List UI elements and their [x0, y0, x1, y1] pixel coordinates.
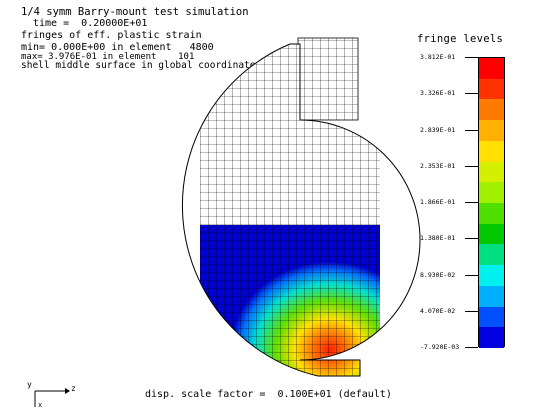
fringe-level-label: 2.353E-01	[420, 161, 456, 170]
time-label: time = 0.20000E+01	[33, 18, 148, 29]
fringe-level-tick	[465, 165, 478, 167]
fringe-level-tick	[465, 238, 478, 240]
colorbar-band	[479, 99, 504, 121]
colorbar-band	[479, 161, 504, 183]
disp-scale-factor-label: disp. scale factor = 0.100E+01 (default)	[145, 389, 392, 400]
colorbar-band	[479, 327, 504, 349]
max-value-line: max= 3.976E-01 in element 101	[21, 52, 195, 62]
surface-description: shell middle surface in global coordinat…	[21, 60, 262, 71]
fringe-description: fringes of eff. plastic strain	[21, 30, 202, 41]
fringe-level-label: -7.920E-03	[420, 343, 460, 351]
colorbar-band	[479, 182, 504, 204]
colorbar-band	[479, 306, 504, 328]
mesh-outline	[181, 43, 421, 377]
axis-z-label: z	[71, 384, 75, 393]
axis-triad-icon: y z x	[27, 380, 75, 409]
colorbar-band	[479, 120, 504, 142]
fringe-level-tick	[465, 347, 478, 348]
colorbar-band	[479, 140, 504, 163]
colorbar-band	[479, 285, 504, 308]
axis-y-label: y	[27, 380, 32, 389]
min-value-line: min= 0.000E+00 in element 4800	[21, 42, 214, 53]
colorbar-band	[479, 244, 504, 266]
fringe-level-tick	[465, 202, 478, 203]
fringe-colorbar	[478, 57, 505, 349]
axis-x-label: x	[38, 401, 42, 409]
fringe-level-tick	[465, 57, 478, 58]
fringe-level-label: 3.326E-01	[420, 89, 456, 98]
fringe-level-label: 4.070E-02	[420, 306, 456, 315]
fringe-level-tick	[465, 129, 478, 131]
fringe-level-label: 3.812E-01	[420, 53, 456, 61]
fringe-level-tick	[465, 274, 478, 276]
fringe-level-label: 2.839E-01	[420, 125, 456, 134]
fringe-level-label: 8.930E-02	[420, 270, 456, 279]
colorbar-band	[479, 203, 504, 225]
fringe-level-label: 1.866E-01	[420, 198, 456, 206]
upper-block-grid	[298, 38, 358, 120]
plot-title: 1/4 symm Barry-mount test simulation	[21, 6, 249, 18]
colorbar-band	[479, 223, 504, 245]
colorbar-band	[479, 58, 504, 80]
legend-title: fringe levels	[417, 33, 504, 45]
fringe-level-label: 1.380E-01	[420, 234, 456, 243]
fringe-level-tick	[465, 93, 478, 95]
colorbar-band	[479, 78, 504, 100]
fringe-level-tick	[465, 310, 478, 312]
colorbar-band	[479, 265, 504, 287]
